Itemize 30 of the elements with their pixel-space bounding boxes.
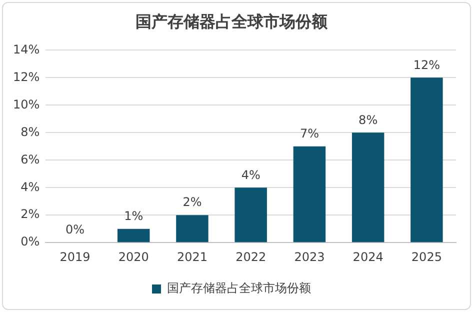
bar — [293, 146, 326, 242]
text: 7% — [300, 126, 319, 141]
text: 1% — [124, 208, 144, 223]
x-tick-label: 2021 — [176, 250, 208, 264]
y-tick-label: 6% — [20, 152, 40, 166]
y-tick-label: 12% — [13, 70, 40, 84]
text: 0% — [65, 222, 85, 237]
text: 2% — [182, 195, 202, 210]
bar — [176, 215, 208, 242]
y-tick-label: 8% — [20, 124, 40, 139]
text: 4% — [241, 168, 260, 182]
y-tick-label: 4% — [20, 180, 40, 194]
y-tick-label: 2% — [20, 207, 40, 222]
legend-label: 国产存储器占全球市场份额 — [167, 281, 311, 296]
bar — [352, 132, 384, 242]
text: 8% — [358, 112, 378, 127]
chart-title: 国产存储器占全球市场份额 — [136, 12, 328, 31]
x-tick-label: 2023 — [294, 250, 325, 264]
y-tick-label: 10% — [13, 97, 40, 112]
x-tick-label: 2024 — [352, 250, 384, 264]
bar — [410, 78, 443, 242]
y-tick-label: 14% — [13, 42, 40, 56]
bar — [117, 228, 150, 242]
x-tick-label: 2019 — [60, 250, 90, 264]
x-tick-label: 2025 — [411, 250, 442, 264]
x-tick-label: 2020 — [118, 250, 149, 264]
bar — [234, 188, 267, 242]
text: 12% — [413, 58, 440, 72]
x-tick-label: 2022 — [236, 250, 266, 264]
y-tick-label: 0% — [20, 234, 40, 249]
